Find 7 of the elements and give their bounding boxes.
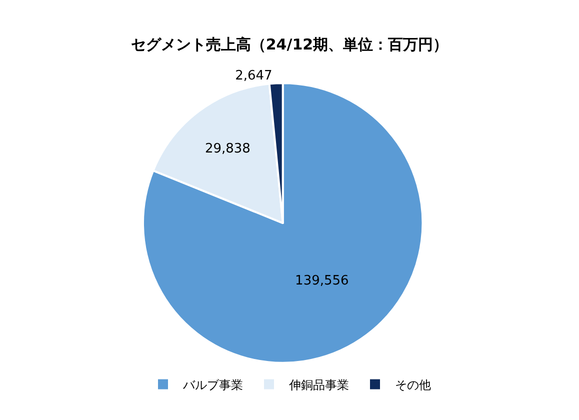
data-label: 29,838 — [204, 142, 250, 157]
legend-label: 伸銅品事業 — [288, 378, 349, 392]
chart-title: セグメント売上高（24/12期、単位：百万円） — [130, 35, 448, 54]
legend-label: その他 — [395, 378, 431, 392]
data-label: 2,647 — [235, 68, 272, 84]
data-label: 139,556 — [295, 274, 349, 289]
legend-label: バルブ事業 — [182, 378, 243, 392]
